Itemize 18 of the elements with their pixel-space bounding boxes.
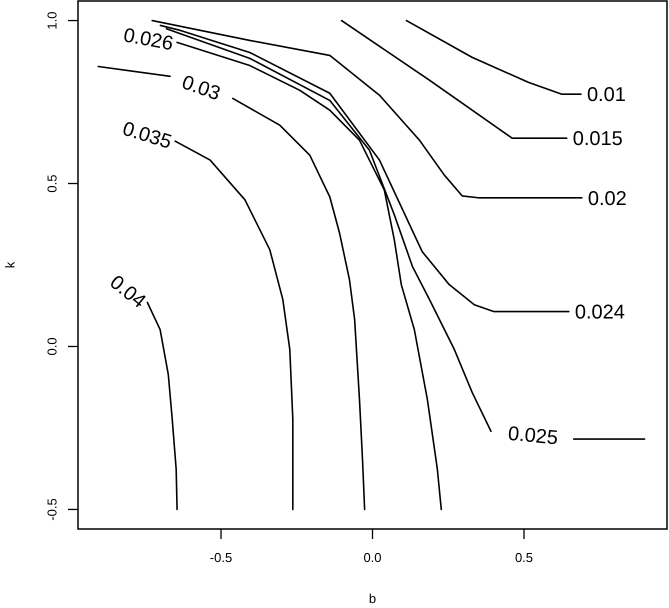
- y-tick-label: 0.5: [44, 174, 60, 193]
- text: 0.035: [120, 118, 174, 154]
- x-tick-label: 0.5: [514, 550, 534, 565]
- x-axis-title: b: [368, 591, 376, 606]
- series-label: 0.02: [588, 188, 627, 210]
- series-label: 0.015: [572, 128, 623, 150]
- text: 0.025: [507, 422, 559, 450]
- x-tick-label: -0.5: [210, 550, 232, 565]
- text: 0.03: [178, 71, 223, 106]
- series-label: 0.01: [586, 84, 626, 106]
- y-tick-label: 1.0: [44, 12, 60, 30]
- y-axis-title: k: [2, 261, 18, 268]
- text: 0.04: [106, 271, 150, 313]
- x-tick-label: 0.0: [363, 550, 382, 565]
- text: 0.026: [122, 24, 175, 56]
- series-label: 0.024: [574, 302, 625, 324]
- y-tick-label: -0.5: [44, 498, 60, 521]
- y-tick-label: 0.0: [44, 337, 60, 356]
